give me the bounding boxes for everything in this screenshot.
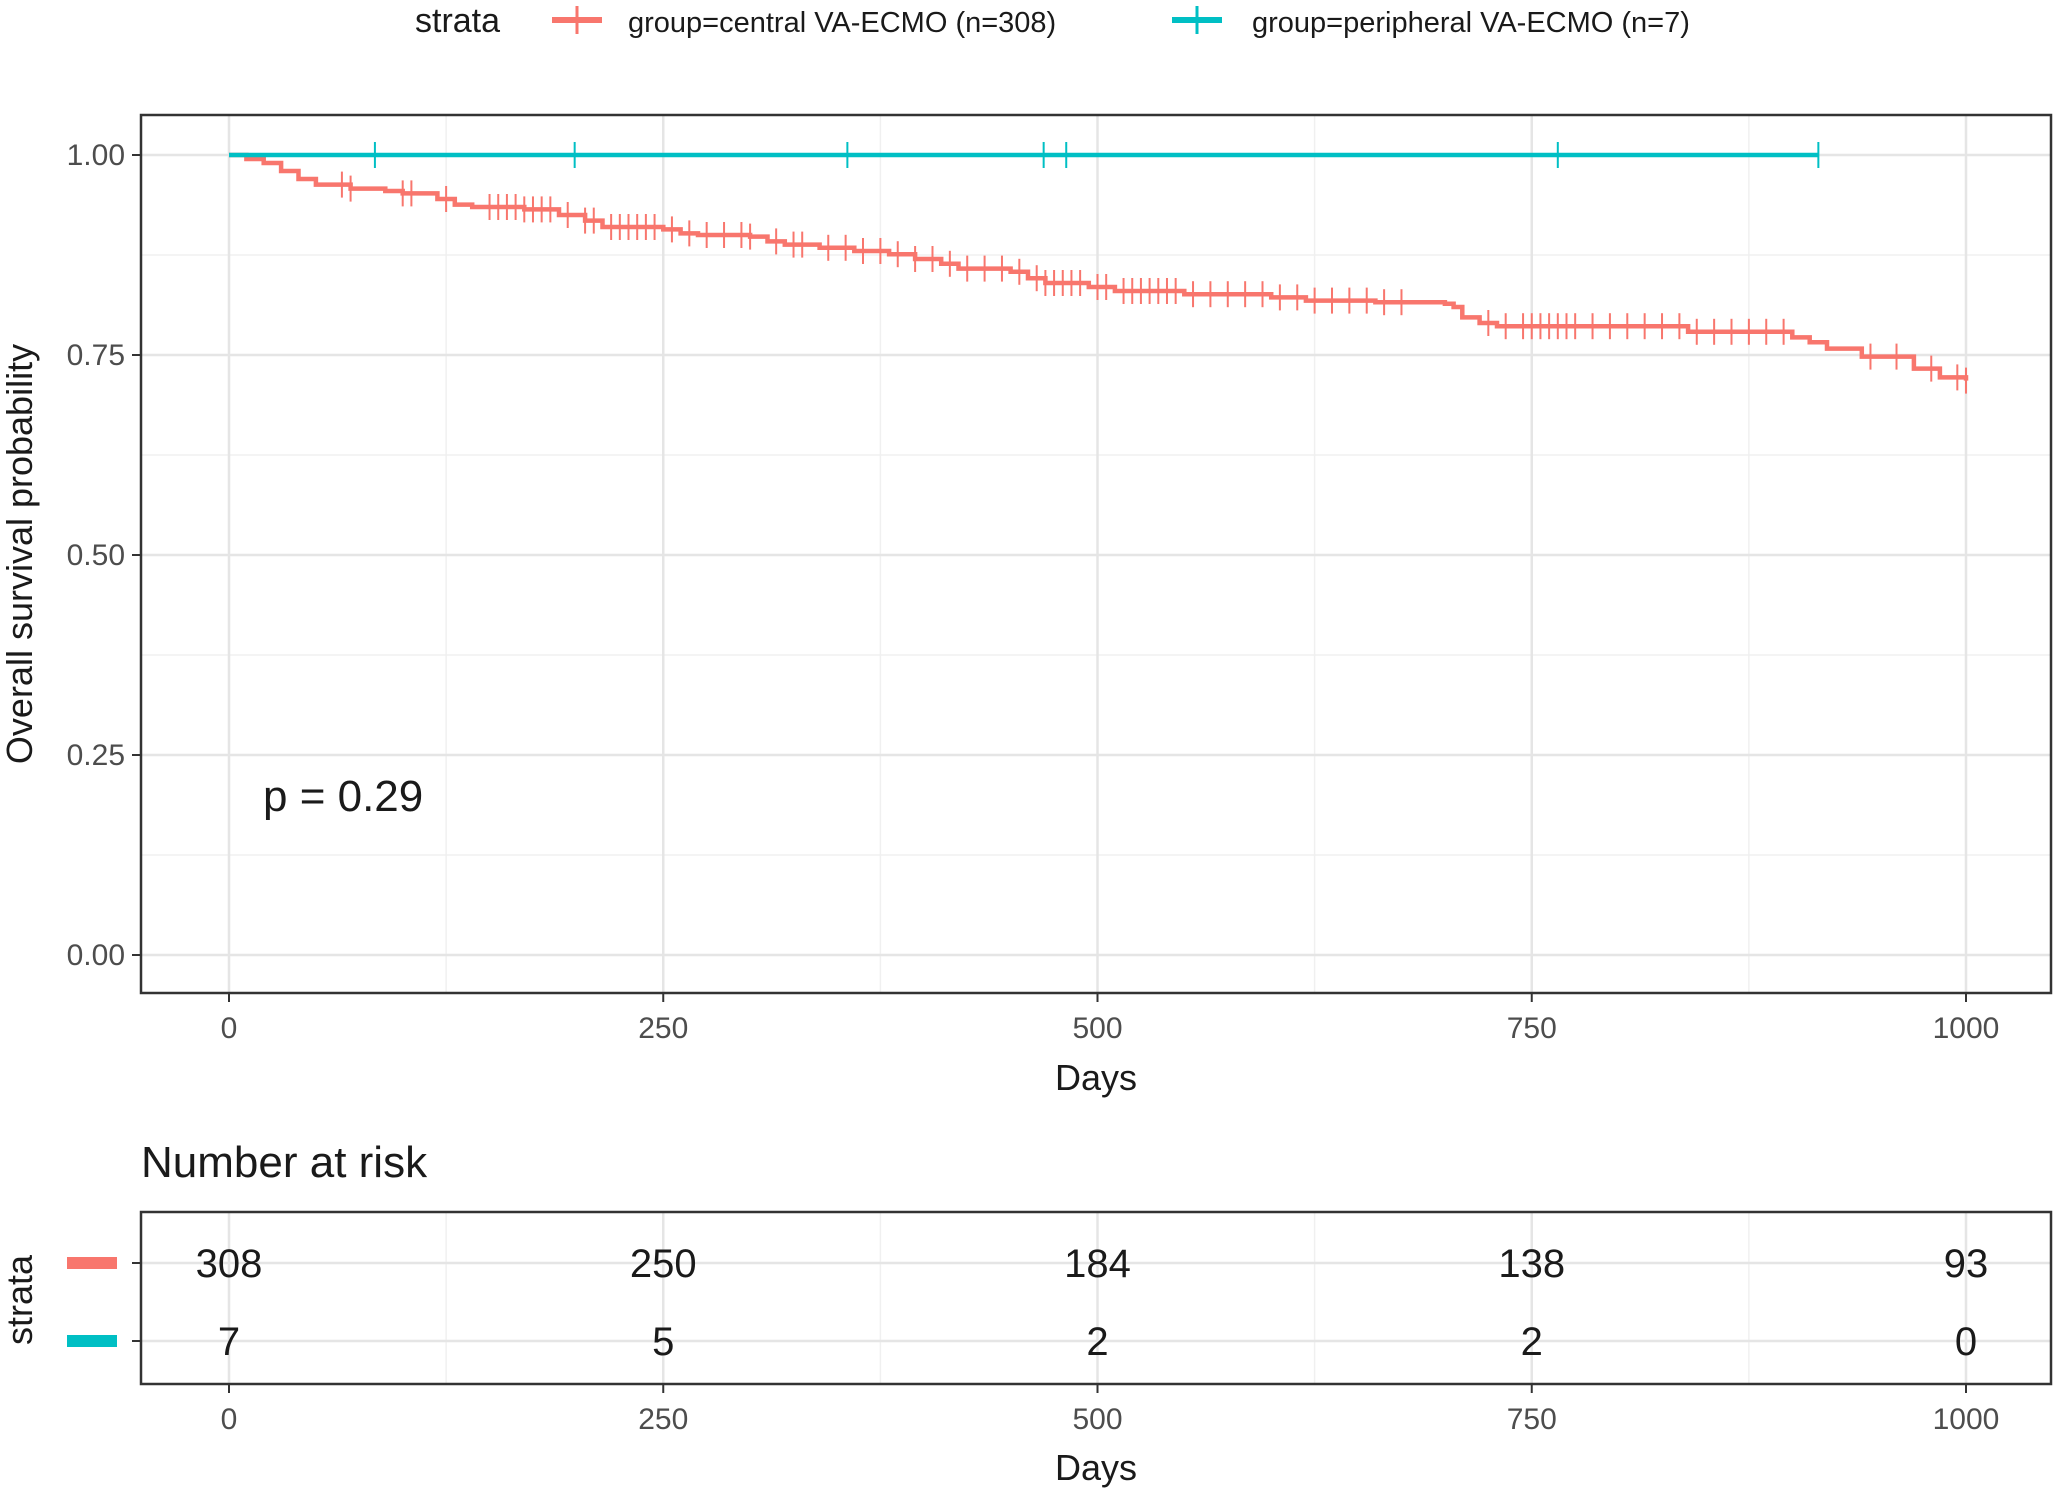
legend-title: strata (415, 2, 500, 40)
risk-x-tick-label: 250 (638, 1403, 688, 1436)
x-tick-label: 750 (1507, 1012, 1557, 1045)
y-tick-label: 0.75 (67, 339, 125, 372)
risk-count: 308 (196, 1242, 263, 1286)
risk-count: 2 (1521, 1320, 1543, 1364)
risk-x-tick-label: 1000 (1933, 1403, 2000, 1436)
risk-count: 0 (1955, 1320, 1977, 1364)
y-axis-label: Overall survival probability (0, 344, 40, 764)
x-tick-label: 0 (221, 1012, 238, 1045)
legend-label-peripheral: group=peripheral VA-ECMO (n=7) (1252, 7, 1690, 39)
y-tick-label: 0.00 (67, 939, 125, 972)
risk-count: 93 (1944, 1242, 1989, 1286)
risk-x-axis-label: Days (1055, 1447, 1137, 1488)
risk-table-border (139, 1210, 2053, 1386)
x-tick-label: 1000 (1933, 1012, 2000, 1045)
x-axis-label: Days (1055, 1057, 1137, 1098)
risk-y-axis-label: strata (0, 1254, 40, 1345)
risk-table: Number at risk 308 250 184 138 93 7 5 2 2 0 0 250 5… (0, 1138, 2053, 1488)
p-value-annotation: p = 0.29 (263, 772, 423, 821)
x-tick-label: 500 (1072, 1012, 1122, 1045)
survival-plot-panel: 0 250 500 750 1000 0.00 0.25 0.50 0.75 1.00 p = 0… (0, 113, 2053, 1098)
risk-table-title: Number at risk (141, 1138, 428, 1187)
risk-table-axes: 0 250 500 750 1000 (132, 1262, 2000, 1436)
risk-x-tick-label: 0 (221, 1403, 238, 1436)
y-tick-label: 1.00 (67, 139, 125, 172)
risk-table-background (141, 1212, 2051, 1384)
legend: strata group=central VA-ECMO (n=308) gro… (415, 2, 1690, 40)
plot-series (229, 142, 1969, 394)
risk-table-grid (141, 1212, 2051, 1384)
risk-table-strata-keys (67, 1257, 117, 1347)
risk-table-values: 308 250 184 138 93 7 5 2 2 0 (196, 1242, 1989, 1364)
y-tick-label: 0.50 (67, 539, 125, 572)
legend-label-central: group=central VA-ECMO (n=308) (628, 7, 1056, 39)
risk-count: 2 (1086, 1320, 1108, 1364)
risk-x-tick-label: 750 (1507, 1403, 1557, 1436)
risk-x-tick-label: 500 (1072, 1403, 1122, 1436)
risk-count: 250 (630, 1242, 697, 1286)
risk-count: 184 (1064, 1242, 1131, 1286)
y-tick-label: 0.25 (67, 739, 125, 772)
risk-count: 7 (218, 1320, 240, 1364)
risk-count: 5 (652, 1320, 674, 1364)
risk-count: 138 (1498, 1242, 1565, 1286)
x-tick-label: 250 (638, 1012, 688, 1045)
plot-axes: 0 250 500 750 1000 0.00 0.25 0.50 0.75 1.00 (67, 139, 2000, 1045)
